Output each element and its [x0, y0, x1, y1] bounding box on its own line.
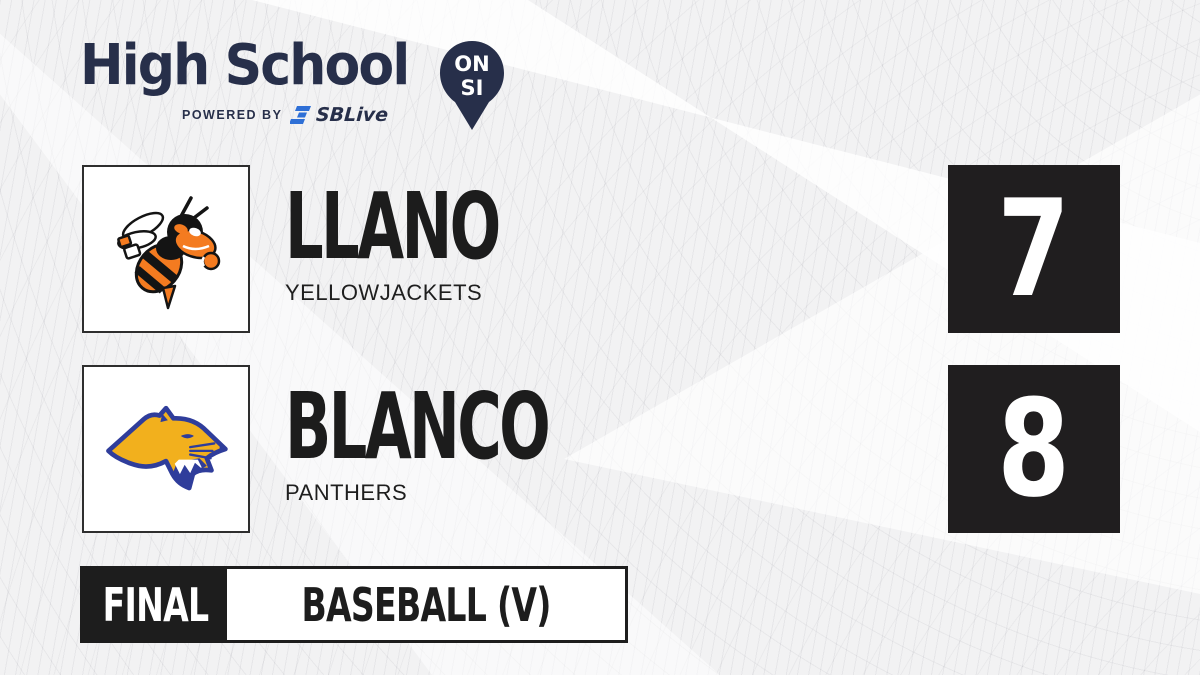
- powered-by-label: POWERED BY: [182, 108, 283, 122]
- team-name: LLANO: [285, 173, 501, 280]
- score-box-home: 8: [948, 365, 1120, 533]
- sblive-logo: SBLive: [290, 104, 390, 126]
- team-mascot: PANTHERS: [285, 479, 408, 505]
- team-logo-box: [82, 165, 250, 333]
- team-name-block: LLANO YELLOWJACKETS: [285, 173, 609, 306]
- score-box-away: 7: [948, 165, 1120, 333]
- score-value: 7: [997, 171, 1071, 327]
- pin-text-on: ON: [454, 52, 489, 76]
- onsi-pin-icon: ON SI: [438, 40, 506, 137]
- team-logo-box: [82, 365, 250, 533]
- header: High School ON SI POWERED BY SBLive: [80, 33, 504, 130]
- team-mascot: YELLOWJACKETS: [285, 279, 483, 305]
- sblive-wordmark: SBLive: [315, 104, 390, 126]
- status-badge: FINAL: [83, 569, 227, 640]
- pin-text-si: SI: [461, 76, 484, 100]
- panther-logo-icon: [106, 405, 228, 491]
- team-name: BLANCO: [285, 373, 551, 480]
- sblive-s-icon: [290, 106, 312, 124]
- score-value: 8: [997, 371, 1071, 527]
- event-badge: BASEBALL (V): [227, 569, 626, 640]
- powered-by-row: POWERED BY SBLive: [182, 104, 433, 126]
- team-row-home: BLANCO PANTHERS 8: [0, 365, 1200, 533]
- team-row-away: LLANO YELLOWJACKETS 7: [0, 165, 1200, 333]
- wordmark-high-school: High School: [80, 33, 410, 98]
- yellowjacket-logo-icon: [117, 196, 221, 310]
- game-status-bar: FINAL BASEBALL (V): [80, 566, 629, 643]
- status-label: FINAL: [102, 577, 209, 632]
- team-name-block: BLANCO PANTHERS: [285, 373, 684, 506]
- event-label: BASEBALL (V): [301, 577, 551, 632]
